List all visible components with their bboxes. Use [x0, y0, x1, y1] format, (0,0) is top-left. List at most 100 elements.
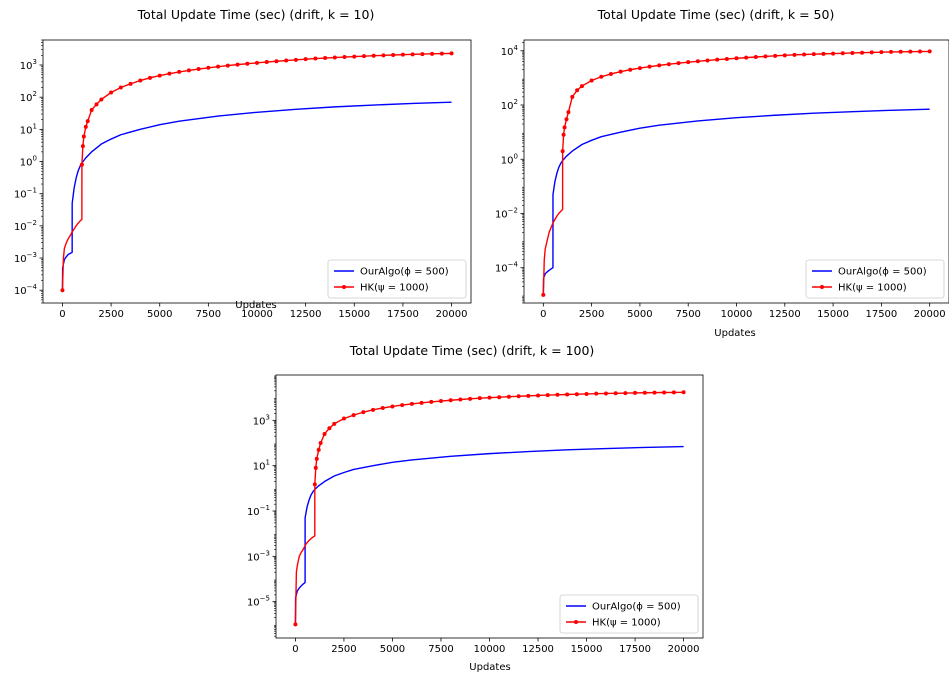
x-tick-label: 2500: [579, 309, 604, 320]
x-tick-label: 10000: [241, 309, 273, 320]
legend-label: OurAlgo(ϕ = 500): [592, 602, 681, 613]
x-tick-label: 7500: [675, 309, 700, 320]
series-line-1: [542, 50, 930, 295]
data-point: [235, 62, 240, 67]
legend: OurAlgo(ϕ = 500) HK(ψ = 1000): [327, 259, 467, 299]
data-point: [671, 390, 676, 395]
data-point: [633, 390, 638, 395]
data-point: [637, 66, 642, 71]
y-tick-label: 10−4: [495, 261, 519, 275]
subplot-title: Total Update Time (sec) (drift, k = 50): [597, 7, 835, 22]
data-point: [429, 399, 434, 404]
y-tick-label: 10−2: [495, 206, 518, 220]
y-tick-label: 10−2: [14, 219, 37, 233]
data-point: [773, 53, 778, 58]
y-tick-label: 10−1: [14, 187, 37, 201]
data-point: [657, 63, 662, 68]
legend-marker: [342, 285, 346, 289]
data-point: [323, 56, 328, 61]
y-tick-label: 100: [501, 152, 518, 166]
x-tick-label: 5000: [147, 309, 172, 320]
data-point: [497, 395, 502, 400]
x-tick-label: 12500: [522, 644, 554, 655]
x-tick-label: 15000: [338, 309, 370, 320]
data-point: [380, 406, 385, 411]
data-point: [448, 398, 453, 403]
data-point: [85, 119, 90, 124]
data-point: [79, 162, 84, 167]
data-point: [352, 54, 357, 59]
data-point: [430, 51, 435, 56]
x-tick-label: 17500: [387, 309, 419, 320]
y-tick-label: 101: [20, 122, 37, 136]
legend-label: HK(ψ = 1000): [838, 283, 907, 294]
subplot-k100: Total Update Time (sec) (drift, k = 100)…: [247, 343, 704, 673]
data-point: [686, 60, 691, 65]
data-point: [487, 395, 492, 400]
data-point: [575, 88, 580, 93]
data-point: [898, 49, 903, 54]
data-point: [792, 52, 797, 57]
data-point: [860, 50, 865, 55]
data-point: [763, 54, 768, 59]
subplot-title: Total Update Time (sec) (drift, k = 100): [349, 343, 595, 358]
x-tick-label: 0: [59, 309, 65, 320]
data-point: [293, 622, 298, 627]
data-point: [157, 73, 162, 78]
y-tick-label: 10−3: [14, 251, 37, 265]
data-point: [420, 52, 425, 57]
data-point: [60, 288, 65, 293]
data-point: [419, 400, 424, 405]
data-point: [715, 57, 720, 62]
series-line-0: [61, 101, 452, 291]
data-point: [879, 50, 884, 55]
data-point: [589, 78, 594, 83]
data-point: [811, 52, 816, 57]
x-axis-label: Updates: [235, 300, 276, 311]
data-point: [599, 74, 604, 79]
x-tick-label: 20000: [668, 644, 700, 655]
data-point: [351, 413, 356, 418]
data-point: [541, 292, 546, 297]
subplot-k10: Total Update Time (sec) (drift, k = 10) …: [14, 7, 472, 320]
data-point: [293, 57, 298, 62]
y-tick-label: 10−3: [247, 549, 270, 563]
data-point: [94, 102, 99, 107]
data-point: [361, 410, 366, 415]
data-point: [381, 53, 386, 58]
legend-label: OurAlgo(ϕ = 500): [838, 267, 927, 278]
data-point: [206, 65, 211, 70]
legend-box: [559, 594, 699, 634]
legend-label: HK(ψ = 1000): [592, 618, 661, 629]
data-point: [313, 56, 318, 61]
data-point: [332, 55, 337, 60]
legend-box: [805, 259, 945, 299]
data-point: [400, 52, 405, 57]
plot-area: 0 2500 5000 7500 10000 12500 15000 17500 20000 10…: [14, 39, 472, 320]
data-point: [196, 67, 201, 72]
data-point: [80, 144, 85, 149]
data-point: [274, 59, 279, 64]
y-tick-label: 103: [253, 413, 270, 427]
data-point: [695, 59, 700, 64]
data-point: [391, 53, 396, 58]
y-tick-label: 100: [20, 155, 37, 169]
data-point: [342, 55, 347, 60]
plot-area: 0 2500 5000 7500 10000 12500 15000 17500 20000 10…: [247, 374, 704, 655]
data-point: [734, 56, 739, 61]
data-point: [642, 390, 647, 395]
data-point: [705, 58, 710, 63]
y-tick-label: 101: [253, 459, 270, 473]
data-point: [584, 391, 589, 396]
axes-frame: [275, 374, 704, 639]
data-point: [724, 56, 729, 61]
y-tick-label: 104: [501, 44, 519, 58]
data-point: [536, 393, 541, 398]
legend-marker: [820, 285, 824, 289]
y-tick-label: 102: [501, 98, 518, 112]
data-point: [148, 75, 152, 80]
data-point: [516, 394, 521, 399]
data-point: [831, 51, 836, 56]
data-point: [526, 393, 531, 398]
